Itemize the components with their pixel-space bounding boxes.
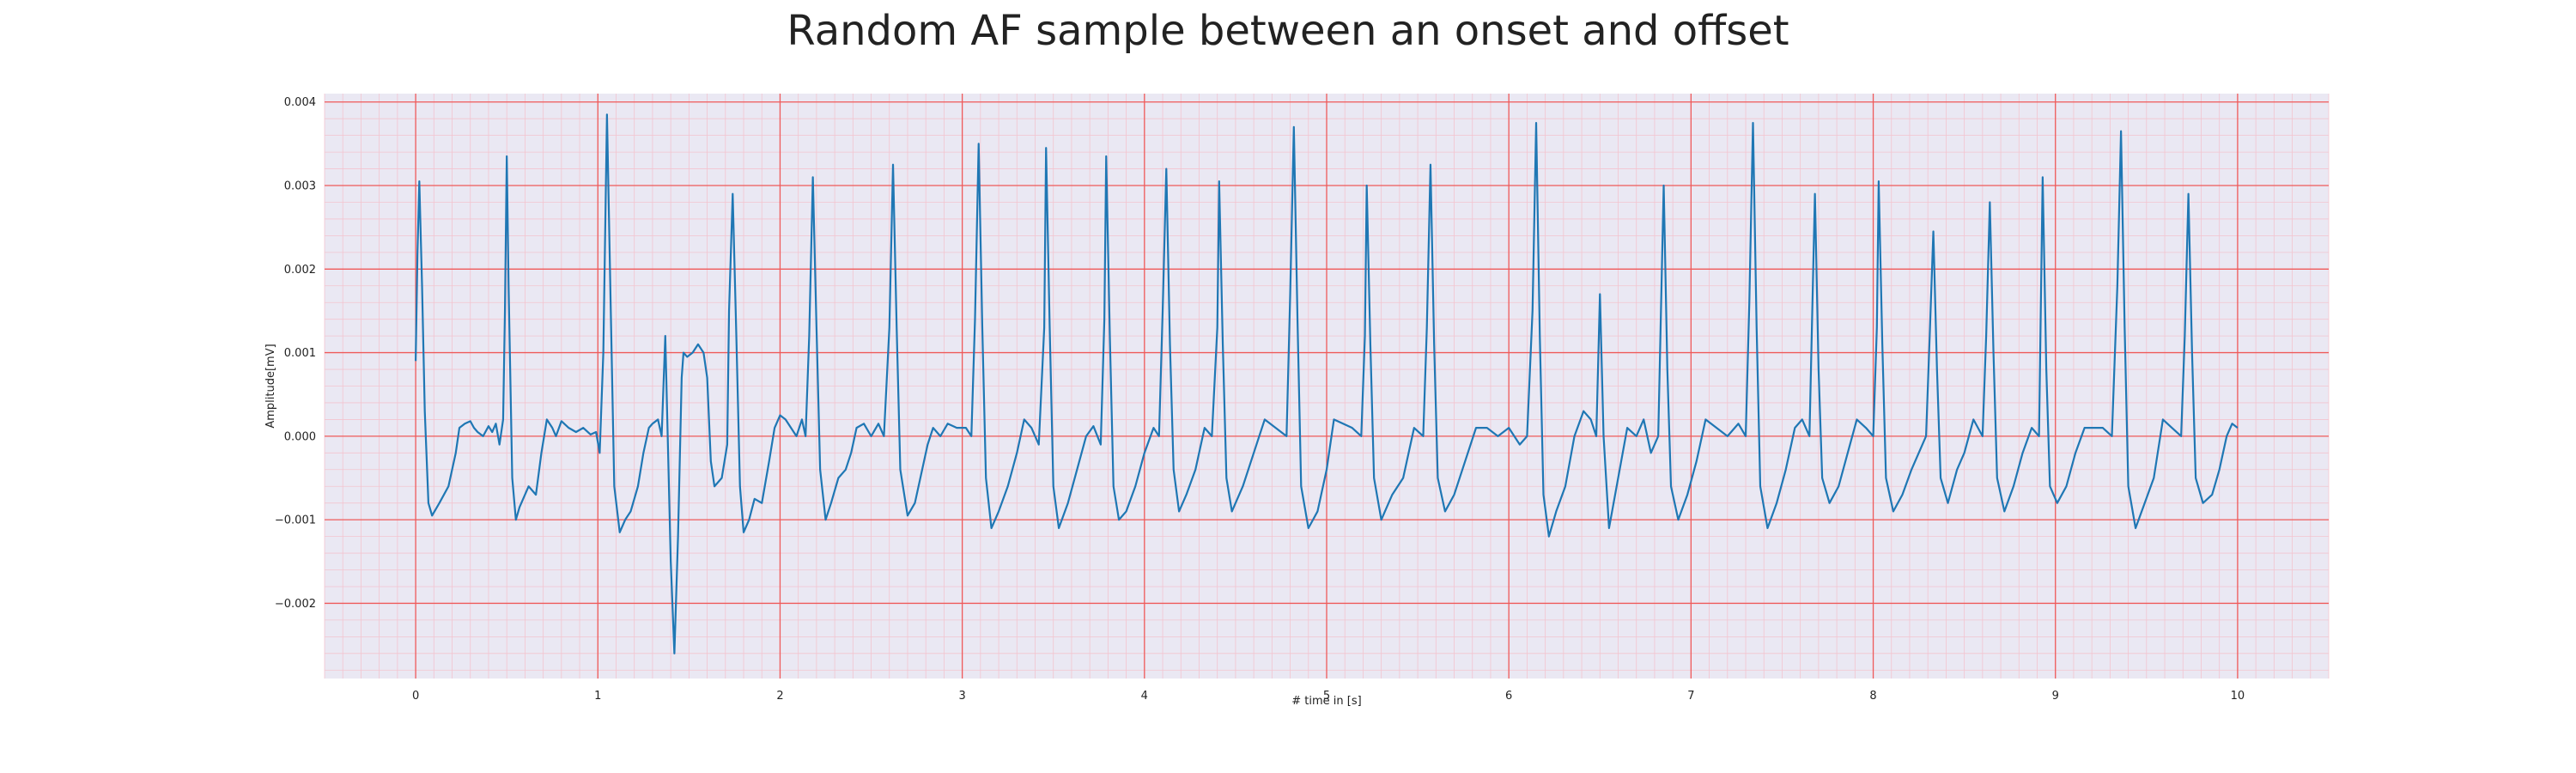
x-tick-label: 10 [2231,690,2245,703]
y-tick-label: 0.001 [284,347,316,360]
x-tick-label: 8 [1869,690,1876,703]
x-tick-label: 0 [412,690,419,703]
series-layer [414,113,2239,654]
x-tick-label: 4 [1141,690,1148,703]
x-axis-label: # time in [s] [1291,695,1361,708]
x-tick-label: 1 [594,690,601,703]
x-tick-label: 6 [1505,690,1512,703]
x-tick-label: 3 [958,690,965,703]
x-tick-label: 5 [1323,690,1330,703]
y-tick-label: −0.002 [275,598,316,611]
x-tick-label: 2 [776,690,783,703]
y-tick-label: −0.001 [275,514,316,527]
ecg-series-line [414,113,2239,654]
major-grid [325,94,2329,679]
y-axis-label: Amplitude[mV] [264,344,277,428]
y-tick-label: 0.003 [284,180,316,193]
x-axis-ticks: 0 1 2 3 4 5 6 7 8 9 10 [412,690,2245,703]
x-tick-label: 9 [2052,690,2059,703]
y-tick-label: 0.004 [284,96,316,109]
y-tick-label: 0.002 [284,264,316,277]
x-tick-label: 7 [1687,690,1694,703]
chart-title: Random AF sample between an onset and of… [787,7,1789,55]
y-tick-label: 0.000 [284,430,316,443]
y-axis-ticks: −0.002 −0.001 0.000 0.001 0.002 0.003 0.004 [275,96,316,611]
